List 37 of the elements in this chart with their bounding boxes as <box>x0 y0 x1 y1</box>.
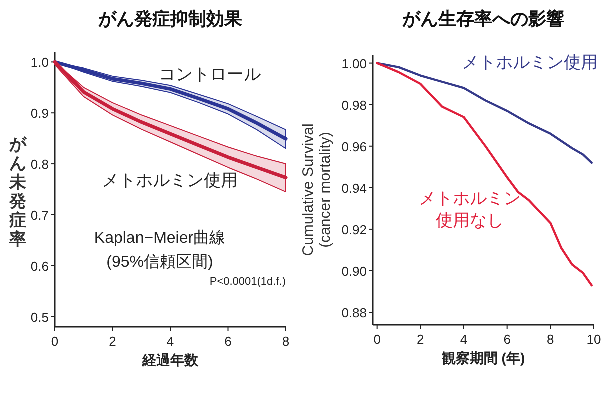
y-tick-label: 0.98 <box>342 98 367 113</box>
y-tick-label: 1.0 <box>30 55 49 70</box>
y-tick-label: 0.88 <box>342 306 367 321</box>
x-tick-label: 6 <box>504 332 511 347</box>
y-tick-label: 0.5 <box>30 310 49 325</box>
chart-title: がん生存率への影響 <box>402 9 564 29</box>
series-label: メトホルミン使用なし <box>419 189 521 230</box>
annotation: P<0.0001(1d.f.) <box>210 276 286 288</box>
y-tick-label: 1.00 <box>342 56 367 72</box>
x-tick-label: 8 <box>547 332 554 347</box>
x-tick-label: 8 <box>282 334 290 349</box>
y-axis-title: がん未発症率 <box>8 135 28 249</box>
annotation: (95%信頼区間) <box>106 254 214 271</box>
y-tick-label: 0.94 <box>342 180 367 196</box>
series-label: コントロール <box>159 65 261 84</box>
y-tick-label: 0.8 <box>30 157 49 172</box>
x-tick-label: 0 <box>374 332 381 347</box>
x-axis-title: 経過年数 <box>142 352 200 368</box>
x-axis-title: 観察期間 (年) <box>440 350 526 366</box>
x-tick-label: 2 <box>417 332 424 347</box>
x-tick-label: 0 <box>51 334 59 349</box>
y-tick-label: 0.7 <box>30 208 49 223</box>
x-tick-label: 6 <box>224 334 232 349</box>
annotation: Kaplan−Meier曲線 <box>94 229 226 247</box>
y-tick-label: 0.90 <box>342 264 367 279</box>
chart-title: がん発症抑制効果 <box>98 9 244 29</box>
series-label: メトホルミン使用 <box>102 171 238 190</box>
x-tick-label: 2 <box>109 334 116 349</box>
y-axis-title: Cumulative Survival (cancer mortality) <box>300 124 334 256</box>
y-tick-label: 0.9 <box>30 106 49 122</box>
y-tick-label: 0.92 <box>342 222 367 238</box>
y-tick-label: 0.96 <box>342 139 367 154</box>
x-tick-label: 10 <box>586 332 602 347</box>
y-tick-label: 0.6 <box>30 258 49 274</box>
x-tick-label: 4 <box>460 332 468 347</box>
series-label: メトホルミン使用 <box>462 53 598 72</box>
x-tick-label: 4 <box>166 334 174 349</box>
